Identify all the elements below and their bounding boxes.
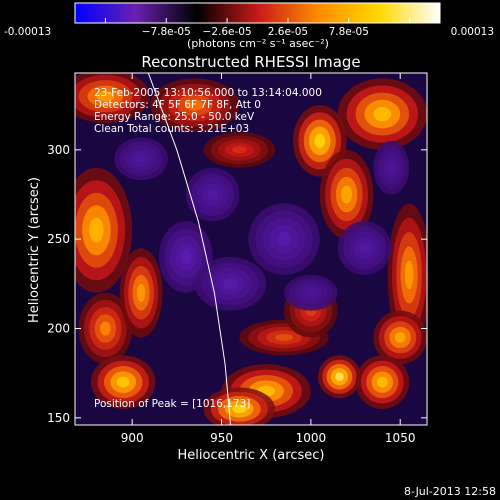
- emission-source: [318, 355, 361, 399]
- emission-source: [150, 78, 240, 132]
- colorbar-tick-label: 2.6e-05: [268, 26, 308, 38]
- y-tick-label: 200: [47, 322, 70, 336]
- info-energy-range: Energy Range: 25.0 - 50.0 keV: [94, 111, 255, 123]
- colorbar-tick-label: −7.8e-05: [142, 26, 191, 38]
- info-block: 23-Feb-2005 13:10:56.000 to 13:14:04.000…: [94, 87, 322, 135]
- y-tick-label: 150: [47, 411, 70, 425]
- negative-residual: [194, 257, 267, 311]
- negative-residual: [114, 137, 168, 181]
- info-time-range: 23-Feb-2005 13:10:56.000 to 13:14:04.000: [94, 87, 322, 99]
- plot-frame: [74, 72, 428, 426]
- x-tick-label: 900: [121, 431, 144, 445]
- x-axis: 900 950 1000 1050: [121, 73, 416, 445]
- emission-source: [91, 355, 156, 409]
- colorbar-tick-label: 0.00013: [451, 26, 494, 38]
- y-axis: 150 200 250 300: [47, 143, 427, 425]
- heatmap-image: [75, 73, 427, 425]
- info-clean-counts: Clean Total counts: 3.21E+03: [94, 123, 249, 135]
- colorbar-tick-label: −2.6e-05: [203, 26, 252, 38]
- x-tick-label: 1050: [385, 431, 416, 445]
- y-tick-label: 250: [47, 232, 70, 246]
- emission-source: [319, 149, 374, 240]
- emission-source: [75, 73, 151, 124]
- timestamp: 8-Jul-2013 12:58: [403, 485, 496, 498]
- colorbar: [74, 2, 441, 24]
- negative-residual: [373, 140, 410, 195]
- emission-source: [355, 355, 410, 409]
- emission-source: [203, 131, 276, 168]
- negative-residual: [337, 221, 392, 275]
- emission-source: [373, 310, 427, 365]
- x-tick-label: 1000: [296, 431, 327, 445]
- colorbar-tick-label: 7.8e-05: [329, 26, 369, 38]
- negative-residual: [248, 203, 320, 275]
- emission-source: [75, 167, 133, 293]
- x-tick-label: 950: [210, 431, 233, 445]
- emission-source: [203, 387, 276, 425]
- emission-source: [387, 203, 427, 347]
- negative-residual: [284, 274, 338, 311]
- solar-limb-line: [147, 73, 231, 425]
- colorbar-ticks: -0.00013 −7.8e-05 −2.6e-05 2.6e-05 7.8e-05 0.…: [4, 18, 494, 38]
- y-axis-title: Heliocentric Y (arcsec): [27, 177, 42, 323]
- y-tick-label: 300: [47, 143, 70, 157]
- emission-source: [78, 292, 133, 365]
- plot-title: Reconstructed RHESSI Image: [141, 53, 360, 71]
- colorbar-unit-label: (photons cm⁻² s⁻¹ asec⁻²): [187, 37, 329, 50]
- x-axis-title: Heliocentric X (arcsec): [178, 448, 325, 463]
- emission-source: [337, 78, 427, 150]
- colorbar-tick-label: -0.00013: [4, 26, 51, 38]
- negative-residual: [185, 167, 240, 222]
- peak-position-label: Position of Peak = [1016,173]: [94, 398, 250, 410]
- emission-source: [119, 248, 163, 338]
- info-detectors: Detectors: 4F 5F 6F 7F 8F, Att 0: [94, 99, 261, 111]
